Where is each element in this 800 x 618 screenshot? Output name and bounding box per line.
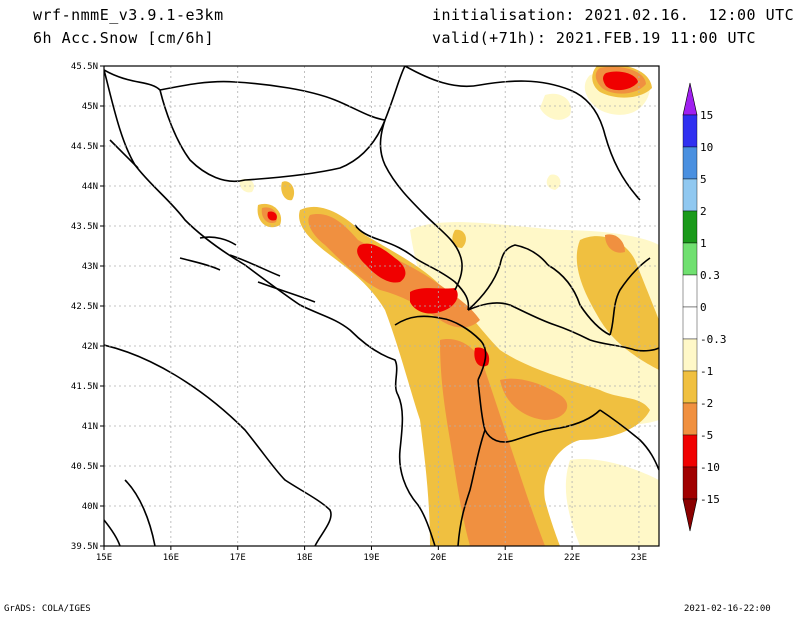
colorbar-level-label: -15	[700, 493, 720, 506]
colorbar-bin	[682, 338, 698, 372]
colorbar-bin	[682, 402, 698, 436]
colorbar-level-label: -2	[700, 397, 713, 410]
grads-credit: GrADS: COLA/IGES	[4, 604, 91, 614]
lat-tick-label: 45N	[82, 102, 98, 112]
valid-time: valid(+71h): 2021.FEB.19 11:00 UTC	[432, 29, 757, 47]
colorbar-level-label: -5	[700, 429, 713, 442]
lon-tick-label: 20E	[430, 553, 446, 563]
snow-field	[239, 66, 659, 546]
colorbar-bin	[682, 434, 698, 468]
latitude-axis: 39.5N 40N 40.5N 41N 41.5N 42N 42.5N 43N 43.5N 44N…	[71, 62, 104, 552]
colorbar-level-label: 10	[700, 141, 713, 154]
coastlines-borders	[104, 66, 659, 546]
colorbar-level-label: 0	[700, 301, 707, 314]
lon-tick-label: 22E	[564, 553, 580, 563]
colorbar-bin	[682, 178, 698, 212]
colorbar-level-label: 5	[700, 173, 707, 186]
colorbar-bottom-triangle	[682, 498, 698, 532]
lat-tick-label: 45.5N	[71, 62, 98, 72]
colorbar-level-label: 15	[700, 109, 713, 122]
colorbar-top-triangle	[682, 82, 698, 116]
lat-tick-label: 41.5N	[71, 382, 98, 392]
lon-tick-label: 23E	[631, 553, 647, 563]
lat-tick-label: 43N	[82, 262, 98, 272]
colorbar: 15 10 5 2 1 0.3 0 -0.3 -1 -2 -5 -10 -15	[682, 82, 727, 532]
colorbar-bin	[682, 370, 698, 404]
lon-tick-label: 17E	[230, 553, 246, 563]
model-name: wrf-nmmE_v3.9.1-e3km	[33, 6, 224, 24]
colorbar-bin	[682, 210, 698, 244]
colorbar-bin	[682, 274, 698, 308]
lat-tick-label: 39.5N	[71, 542, 98, 552]
colorbar-level-label: -1	[700, 365, 713, 378]
lon-tick-label: 19E	[363, 553, 379, 563]
lon-tick-label: 16E	[163, 553, 179, 563]
lon-tick-label: 18E	[296, 553, 312, 563]
lon-tick-label: 15E	[96, 553, 112, 563]
colorbar-bin	[682, 306, 698, 340]
render-timestamp: 2021-02-16-22:00	[684, 604, 771, 614]
init-time: initialisation: 2021.02.16. 12:00 UTC	[432, 6, 795, 24]
colorbar-bin	[682, 242, 698, 276]
lat-tick-label: 44.5N	[71, 142, 98, 152]
lat-tick-label: 40N	[82, 502, 98, 512]
colorbar-bin	[682, 466, 698, 500]
colorbar-level-label: -0.3	[700, 333, 727, 346]
lat-tick-label: 40.5N	[71, 462, 98, 472]
lon-tick-label: 21E	[497, 553, 513, 563]
colorbar-level-label: -10	[700, 461, 720, 474]
colorbar-level-label: 1	[700, 237, 707, 250]
map-gridlines	[104, 66, 659, 546]
colorbar-level-label: 2	[700, 205, 707, 218]
lat-tick-label: 44N	[82, 182, 98, 192]
field-name: 6h Acc.Snow [cm/6h]	[33, 29, 215, 47]
lat-tick-label: 42.5N	[71, 302, 98, 312]
lat-tick-label: 41N	[82, 422, 98, 432]
colorbar-bin	[682, 114, 698, 148]
longitude-axis: 15E 16E 17E 18E 19E 20E 21E 22E 23E	[96, 546, 647, 563]
lat-tick-label: 42N	[82, 342, 98, 352]
lat-tick-label: 43.5N	[71, 222, 98, 232]
colorbar-bin	[682, 146, 698, 180]
colorbar-level-label: 0.3	[700, 269, 720, 282]
